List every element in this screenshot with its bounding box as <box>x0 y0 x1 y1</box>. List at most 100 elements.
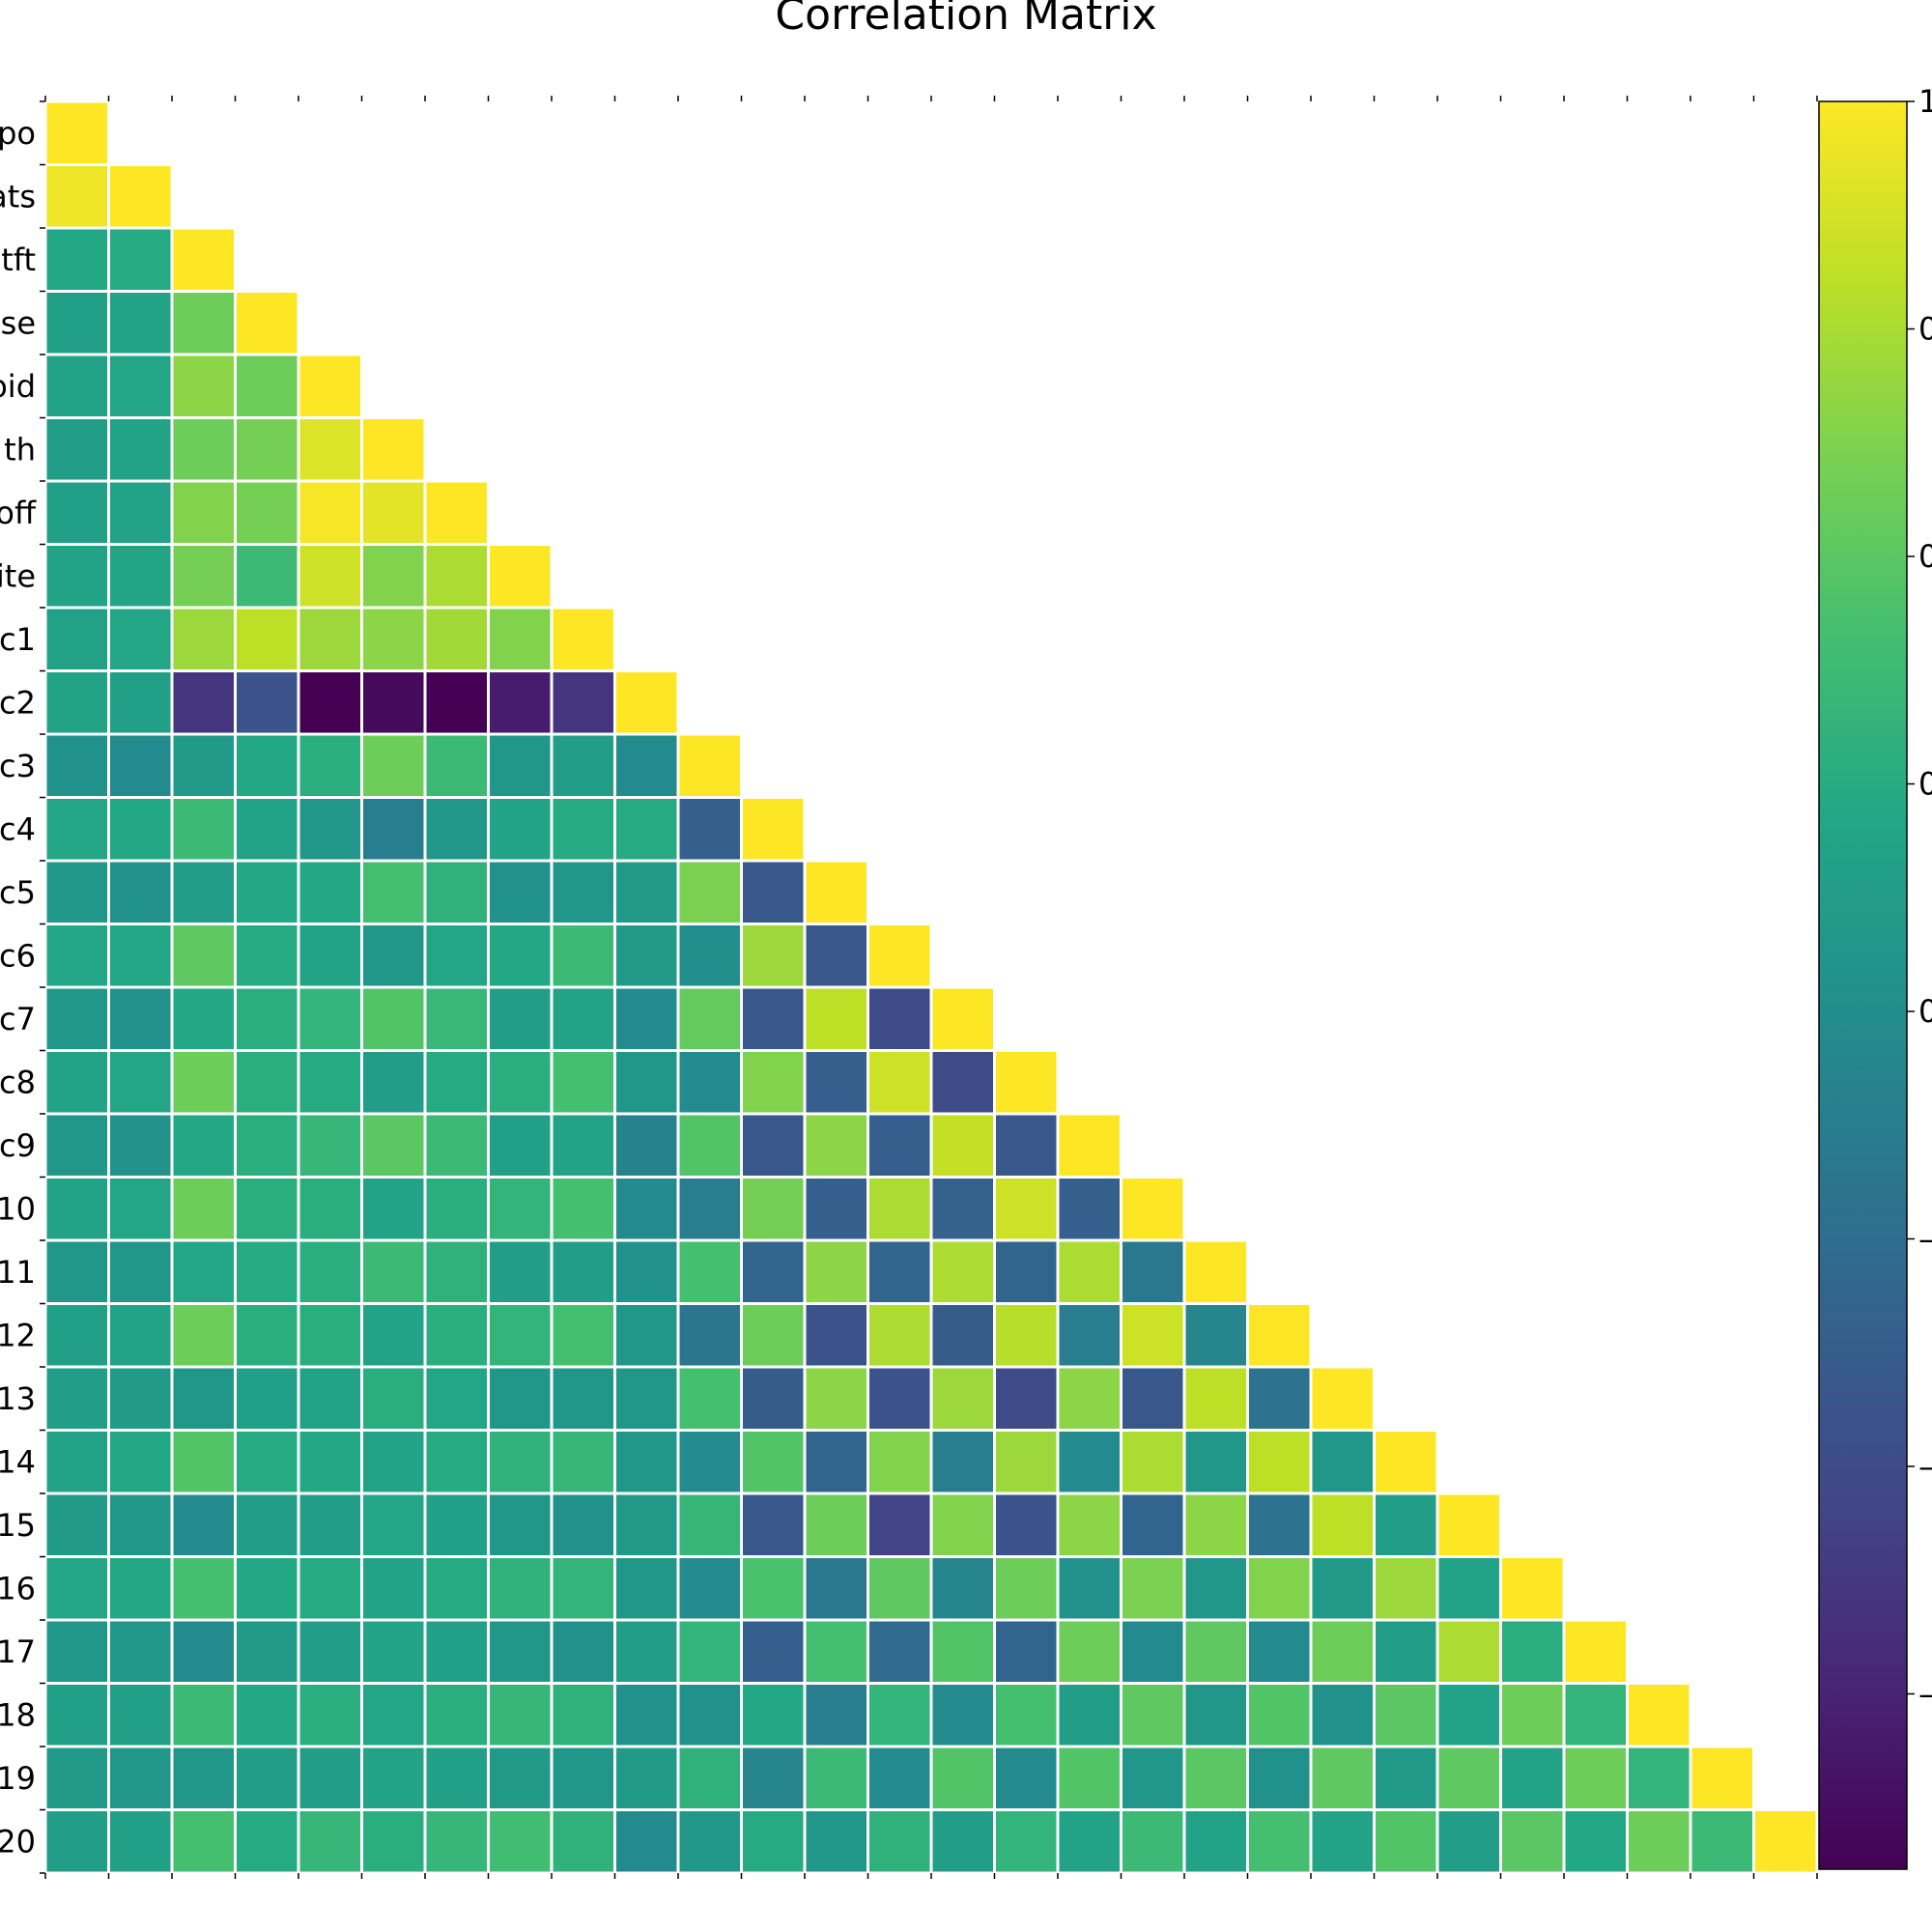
heatmap-cell <box>170 606 237 672</box>
heatmap-cell <box>1056 1429 1122 1495</box>
heatmap-cell <box>613 1238 680 1305</box>
heatmap-cell <box>929 1238 996 1305</box>
heatmap-cell <box>107 353 174 419</box>
heatmap-cell <box>550 1112 616 1179</box>
heatmap-cell <box>1056 1112 1122 1179</box>
heatmap-cell <box>867 1112 933 1179</box>
heatmap-cell <box>550 1492 616 1558</box>
heatmap-cell <box>43 479 110 546</box>
heatmap-cell <box>297 1618 363 1685</box>
heatmap-cell <box>170 1492 237 1558</box>
heatmap-cell <box>423 1808 490 1875</box>
heatmap-cell <box>234 1555 300 1622</box>
heatmap-cell <box>550 1176 616 1242</box>
heatmap-cell <box>740 1112 807 1179</box>
heatmap-cell <box>170 1049 237 1116</box>
heatmap-cell <box>107 1555 174 1622</box>
heatmap-cell <box>360 1682 427 1748</box>
heatmap-cell <box>993 1176 1060 1242</box>
heatmap-cell <box>613 1808 680 1875</box>
heatmap-cell <box>740 1808 807 1875</box>
row-label: off <box>0 495 37 531</box>
heatmap-cell <box>107 859 174 925</box>
row-label: 18 <box>0 1696 36 1733</box>
colorbar-tick-label: – <box>1918 1448 1932 1485</box>
heatmap-cell <box>297 1112 363 1179</box>
heatmap-cell <box>1182 1365 1249 1432</box>
heatmap-cell <box>1373 1808 1439 1875</box>
heatmap-cell <box>1182 1745 1249 1811</box>
row-label: 20 <box>0 1823 36 1860</box>
row-label: oid <box>0 368 36 405</box>
heatmap-cell <box>487 606 554 672</box>
heatmap-cell <box>1246 1429 1313 1495</box>
heatmap-cell <box>297 543 363 610</box>
heatmap-cell <box>170 1745 237 1811</box>
heatmap-cell <box>676 1112 743 1179</box>
heatmap-cell <box>740 1618 807 1685</box>
heatmap-cell <box>1373 1745 1439 1811</box>
heatmap-cell <box>1309 1618 1376 1685</box>
heatmap-cell <box>487 1365 554 1432</box>
heatmap-cell <box>234 1365 300 1432</box>
heatmap-cell <box>550 1682 616 1748</box>
heatmap-cell <box>170 923 237 989</box>
heatmap-cell <box>487 1112 554 1179</box>
heatmap-cell <box>107 606 174 672</box>
heatmap-cell <box>423 1682 490 1748</box>
heatmap-cell <box>676 1238 743 1305</box>
heatmap-cell <box>360 1112 427 1179</box>
heatmap-cell <box>929 1555 996 1622</box>
heatmap-cell <box>107 290 174 356</box>
heatmap-cell <box>613 1555 680 1622</box>
heatmap-cell <box>43 543 110 610</box>
heatmap-cell <box>1246 1618 1313 1685</box>
heatmap-cell <box>1499 1745 1566 1811</box>
heatmap-cell <box>43 416 110 483</box>
colorbar-tick-label: 1 <box>1918 83 1932 120</box>
heatmap-cell <box>867 1302 933 1369</box>
heatmap-cell <box>867 1808 933 1875</box>
heatmap-cell <box>867 1555 933 1622</box>
heatmap-cell <box>1435 1745 1502 1811</box>
heatmap-cell <box>929 1176 996 1242</box>
heatmap-cell <box>487 732 554 799</box>
heatmap-cell <box>803 859 869 925</box>
heatmap-cell <box>297 923 363 989</box>
heatmap-cell <box>170 543 237 610</box>
heatmap-cell <box>613 1365 680 1432</box>
heatmap-cell <box>676 1429 743 1495</box>
heatmap-cell <box>107 479 174 546</box>
heatmap-cell <box>360 416 427 483</box>
heatmap-cell <box>107 669 174 736</box>
heatmap-cell <box>1246 1745 1313 1811</box>
heatmap-cell <box>234 1682 300 1748</box>
heatmap-cell <box>423 796 490 863</box>
heatmap-cell <box>1056 1302 1122 1369</box>
heatmap-cell <box>550 1745 616 1811</box>
heatmap-cell <box>1056 1682 1122 1748</box>
heatmap-cell <box>1309 1745 1376 1811</box>
heatmap-cell <box>929 1682 996 1748</box>
heatmap-cell <box>107 163 174 230</box>
heatmap-cell <box>803 1618 869 1685</box>
row-label: c9 <box>0 1127 36 1164</box>
heatmap-cell <box>107 1049 174 1116</box>
heatmap-cell <box>234 606 300 672</box>
heatmap-cell <box>360 1176 427 1242</box>
heatmap-cell <box>107 1745 174 1811</box>
heatmap-cell <box>929 1745 996 1811</box>
heatmap-cell <box>360 1365 427 1432</box>
heatmap-cell <box>360 1745 427 1811</box>
heatmap-cell <box>1626 1745 1692 1811</box>
heatmap-cell <box>487 985 554 1052</box>
row-label: 12 <box>0 1317 36 1353</box>
heatmap-cell <box>43 859 110 925</box>
heatmap-cell <box>297 1808 363 1875</box>
heatmap-cell <box>803 1492 869 1558</box>
heatmap-cell <box>613 1682 680 1748</box>
heatmap-cell <box>43 1745 110 1811</box>
heatmap-cell <box>1120 1745 1186 1811</box>
colorbar-tick-label: 0 <box>1918 993 1932 1030</box>
heatmap-cell <box>360 923 427 989</box>
